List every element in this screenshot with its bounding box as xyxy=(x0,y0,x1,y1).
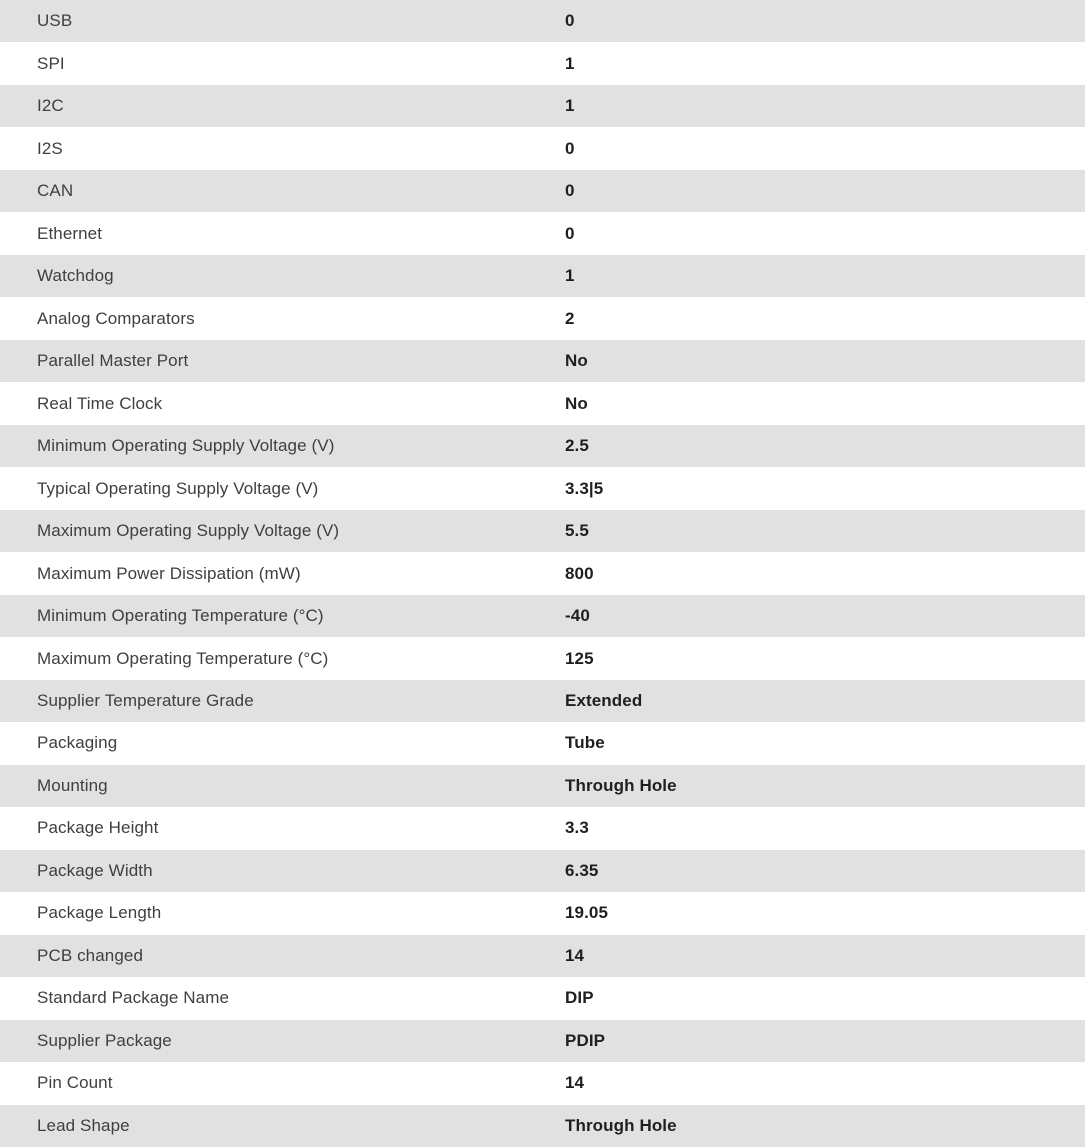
spec-row-label: Package Height xyxy=(37,818,159,838)
spec-row-label: Maximum Operating Temperature (°C) xyxy=(37,648,329,668)
spec-row-label: Minimum Operating Temperature (°C) xyxy=(37,606,324,626)
spec-row: Package Height 3.3 xyxy=(0,807,1085,850)
spec-row: Maximum Operating Supply Voltage (V) 5.5 xyxy=(0,509,1085,553)
spec-row-value: Through Hole xyxy=(565,1115,677,1135)
spec-row-value: No xyxy=(565,393,588,413)
spec-row: I2S 0 xyxy=(0,127,1085,170)
spec-row: Package Width 6.35 xyxy=(0,849,1085,893)
spec-row: CAN 0 xyxy=(0,169,1085,213)
spec-row-label: I2S xyxy=(37,138,63,158)
spec-row-label: Real Time Clock xyxy=(37,393,163,413)
spec-row-value: 0 xyxy=(565,11,575,31)
spec-row: Packaging Tube xyxy=(0,722,1085,765)
spec-row-value: 1 xyxy=(565,266,575,286)
spec-row-label: Maximum Power Dissipation (mW) xyxy=(37,563,301,583)
spec-row: Minimum Operating Temperature (°C) -40 xyxy=(0,594,1085,638)
spec-row-label: Standard Package Name xyxy=(37,988,230,1008)
spec-row-value: No xyxy=(565,351,588,371)
spec-row-label: Pin Count xyxy=(37,1073,113,1093)
spec-row: I2C 1 xyxy=(0,84,1085,128)
spec-row-label: Ethernet xyxy=(37,223,103,243)
spec-row-label: USB xyxy=(37,11,73,31)
spec-row: Typical Operating Supply Voltage (V) 3.3|… xyxy=(0,467,1085,510)
spec-row-value: Through Hole xyxy=(565,775,677,795)
spec-row: Lead Shape Through Hole xyxy=(0,1104,1085,1147)
spec-row: Pin Count 14 xyxy=(0,1062,1085,1105)
spec-row: PCB changed 14 xyxy=(0,934,1085,978)
spec-row-value: 3.3|5 xyxy=(565,478,604,498)
spec-row: Watchdog 1 xyxy=(0,254,1085,298)
spec-row: Supplier Temperature Grade Extended xyxy=(0,679,1085,723)
spec-row: Analog Comparators 2 xyxy=(0,297,1085,340)
spec-row: Supplier Package PDIP xyxy=(0,1019,1085,1063)
spec-row-value: 800 xyxy=(565,563,594,583)
spec-row-value: PDIP xyxy=(565,1030,606,1050)
spec-row-value: Extended xyxy=(565,690,643,710)
spec-row: USB 0 xyxy=(0,0,1085,43)
spec-row-value: DIP xyxy=(565,988,594,1008)
spec-row-value: 2.5 xyxy=(565,436,589,456)
spec-row: Maximum Operating Temperature (°C) 125 xyxy=(0,637,1085,680)
spec-row: Standard Package Name DIP xyxy=(0,977,1085,1020)
spec-row-label: Lead Shape xyxy=(37,1115,130,1135)
spec-row: SPI 1 xyxy=(0,42,1085,85)
spec-row-value: 125 xyxy=(565,648,594,668)
spec-row-value: Tube xyxy=(565,733,605,753)
spec-row-value: 1 xyxy=(565,96,575,116)
spec-row-label: Supplier Package xyxy=(37,1030,172,1050)
spec-row-value: 5.5 xyxy=(565,521,589,541)
spec-row-label: Typical Operating Supply Voltage (V) xyxy=(37,478,319,498)
spec-row-label: Maximum Operating Supply Voltage (V) xyxy=(37,521,340,541)
spec-row-value: 2 xyxy=(565,308,575,328)
spec-row: Minimum Operating Supply Voltage (V) 2.5 xyxy=(0,424,1085,468)
spec-row: Package Length 19.05 xyxy=(0,892,1085,935)
spec-row: Real Time Clock No xyxy=(0,382,1085,425)
spec-row-value: 0 xyxy=(565,223,575,243)
spec-row-value: 19.05 xyxy=(565,903,609,923)
spec-row-label: SPI xyxy=(37,53,65,73)
spec-row-label: Package Length xyxy=(37,903,162,923)
spec-row: Maximum Power Dissipation (mW) 800 xyxy=(0,552,1085,595)
spec-row: Ethernet 0 xyxy=(0,212,1085,255)
spec-row-value: 1 xyxy=(565,53,575,73)
spec-row: Mounting Through Hole xyxy=(0,764,1085,808)
spec-row-value: 14 xyxy=(565,945,585,965)
spec-row-value: 14 xyxy=(565,1073,585,1093)
spec-row-label: Minimum Operating Supply Voltage (V) xyxy=(37,436,335,456)
spec-row-label: Parallel Master Port xyxy=(37,351,189,371)
spec-row: Parallel Master Port No xyxy=(0,339,1085,383)
spec-row-value: -40 xyxy=(565,606,590,626)
spec-row-value: 0 xyxy=(565,138,575,158)
spec-row-value: 3.3 xyxy=(565,818,589,838)
spec-row-label: CAN xyxy=(37,181,74,201)
spec-row-label: Watchdog xyxy=(37,266,114,286)
spec-row-label: PCB changed xyxy=(37,945,144,965)
spec-row-label: Mounting xyxy=(37,775,108,795)
spec-row-label: Analog Comparators xyxy=(37,308,195,328)
spec-row-label: I2C xyxy=(37,96,64,116)
spec-row-label: Packaging xyxy=(37,733,118,753)
spec-row-label: Supplier Temperature Grade xyxy=(37,690,254,710)
spec-row-value: 0 xyxy=(565,181,575,201)
spec-row-label: Package Width xyxy=(37,860,153,880)
spec-row-value: 6.35 xyxy=(565,860,599,880)
